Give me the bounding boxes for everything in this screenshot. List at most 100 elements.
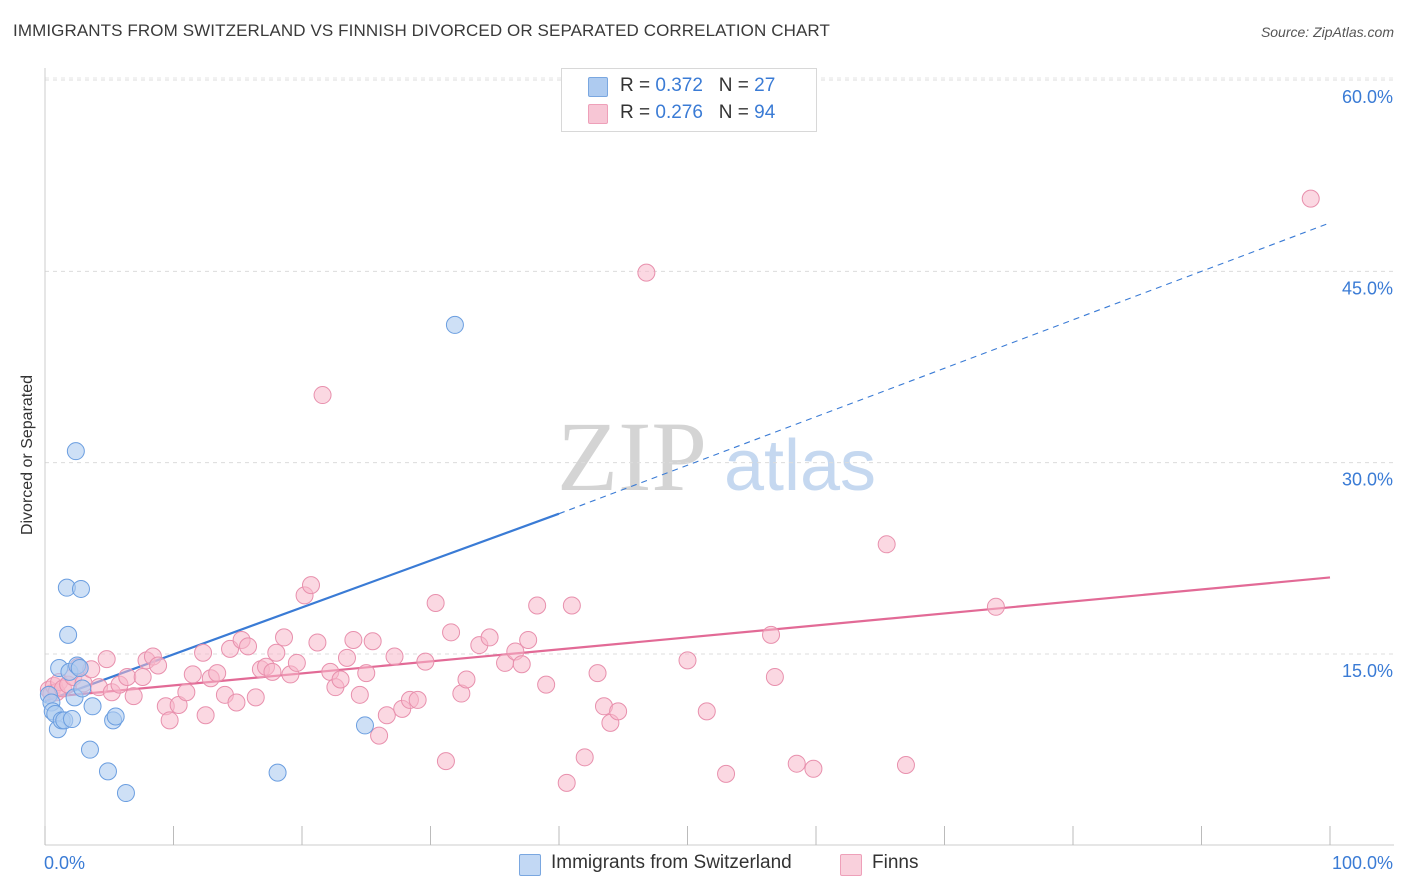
point-finns: [804, 759, 823, 778]
point-finns: [557, 773, 576, 792]
grid-lines: [45, 77, 1394, 655]
point-finns: [787, 754, 806, 773]
point-finns: [239, 637, 258, 656]
x-tick-label: 0.0%: [44, 853, 85, 873]
correlation-legend: R = 0.372 N = 27 R = 0.276 N = 94: [561, 68, 817, 132]
point-finns: [762, 625, 781, 644]
point-finns: [519, 630, 538, 649]
point-switzerland: [66, 442, 85, 461]
n-label: N =: [718, 75, 755, 96]
point-finns: [350, 685, 369, 704]
chart-title: IMMIGRANTS FROM SWITZERLAND VS FINNISH D…: [13, 21, 830, 40]
point-finns: [313, 386, 332, 405]
point-switzerland: [59, 625, 78, 644]
r-label: R =: [620, 102, 656, 123]
point-switzerland: [70, 659, 89, 678]
data-points: [39, 189, 1320, 803]
watermark-atlas: atlas: [724, 426, 876, 506]
point-finns: [177, 683, 196, 702]
point-finns: [480, 628, 499, 647]
point-switzerland: [62, 710, 81, 729]
point-finns: [426, 593, 445, 612]
watermark-zip: ZIP: [557, 401, 707, 512]
point-finns: [408, 690, 427, 709]
point-finns: [337, 648, 356, 667]
point-finns: [609, 702, 628, 721]
point-finns: [765, 667, 784, 686]
legend-label-finns: Finns: [872, 852, 919, 873]
point-finns: [637, 263, 656, 282]
legend-swatch-finns: [840, 854, 862, 876]
legend-swatch-switzerland: [588, 77, 608, 97]
point-finns: [344, 630, 363, 649]
point-finns: [562, 596, 581, 615]
point-finns: [227, 693, 246, 712]
y-tick-label: 15.0%: [1342, 661, 1393, 681]
point-finns: [877, 535, 896, 554]
point-switzerland: [98, 762, 117, 781]
point-finns: [528, 596, 547, 615]
point-finns: [537, 675, 556, 694]
axes: [44, 68, 1394, 846]
point-finns: [301, 576, 320, 595]
watermark: ZIP atlas: [557, 401, 876, 512]
point-finns: [275, 628, 294, 647]
point-finns: [512, 655, 531, 674]
point-finns: [124, 687, 143, 706]
point-finns: [678, 651, 697, 670]
point-switzerland: [73, 679, 92, 698]
point-switzerland: [445, 315, 464, 334]
point-finns: [308, 633, 327, 652]
legend-label-switzerland: Immigrants from Switzerland: [551, 852, 792, 873]
point-switzerland: [355, 716, 374, 735]
r-value: 0.276: [655, 102, 703, 123]
point-finns: [370, 726, 389, 745]
y-axis-label: Divorced or Separated: [19, 374, 36, 536]
y-tick-label: 30.0%: [1342, 470, 1393, 490]
point-finns: [331, 670, 350, 689]
point-switzerland: [116, 784, 135, 803]
legend-swatch-finns: [588, 104, 608, 124]
point-switzerland: [106, 707, 125, 726]
n-label: N =: [718, 102, 755, 123]
point-finns: [97, 650, 116, 669]
point-finns: [118, 667, 137, 686]
point-switzerland: [268, 763, 287, 782]
point-finns: [287, 653, 306, 672]
point-switzerland: [71, 579, 90, 598]
source-label: Source: ZipAtlas.com: [1260, 24, 1394, 40]
point-switzerland: [83, 697, 102, 716]
point-finns: [457, 670, 476, 689]
point-finns: [896, 755, 915, 774]
point-finns: [436, 752, 455, 771]
point-finns: [717, 764, 736, 783]
legend-swatch-switzerland: [519, 854, 541, 876]
point-finns: [183, 665, 202, 684]
point-finns: [149, 656, 168, 675]
n-value: 94: [754, 102, 776, 123]
point-finns: [363, 632, 382, 651]
y-tick-label: 60.0%: [1342, 87, 1393, 107]
point-finns: [575, 748, 594, 767]
point-finns: [986, 597, 1005, 616]
point-finns: [246, 688, 265, 707]
point-finns: [442, 623, 461, 642]
point-finns: [263, 662, 282, 681]
point-finns: [588, 664, 607, 683]
point-finns: [160, 711, 179, 730]
r-label: R =: [620, 75, 656, 96]
point-finns: [1301, 189, 1320, 208]
point-switzerland: [80, 740, 99, 759]
point-finns: [377, 706, 396, 725]
n-value: 27: [754, 75, 776, 96]
point-finns: [133, 667, 152, 686]
point-finns: [194, 643, 213, 662]
y-tick-label: 45.0%: [1342, 278, 1393, 298]
point-finns: [208, 664, 227, 683]
point-finns: [416, 652, 435, 671]
x-tick-label: 100.0%: [1332, 853, 1393, 873]
point-finns: [385, 647, 404, 666]
point-finns: [196, 706, 215, 725]
point-finns: [267, 643, 286, 662]
